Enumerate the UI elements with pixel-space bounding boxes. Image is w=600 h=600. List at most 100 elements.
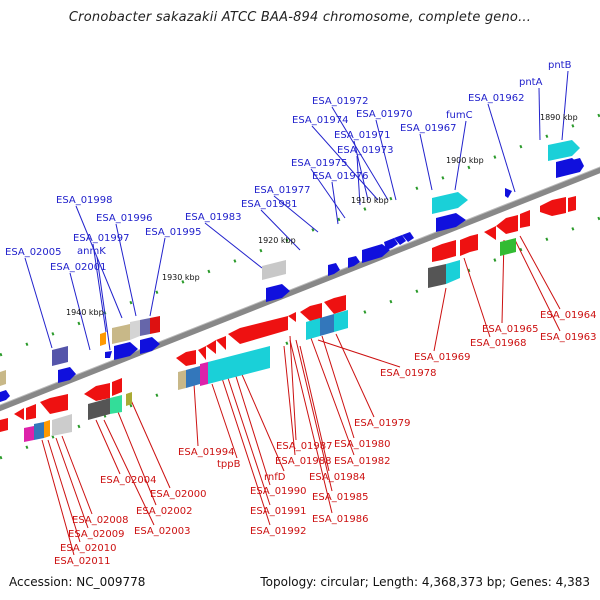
gene-label-bottom[interactable]: ESA_02011: [54, 556, 111, 567]
leader-line: [335, 333, 375, 418]
gene-label-bottom[interactable]: ESA_01978: [380, 368, 437, 379]
gene-arrow: [52, 346, 68, 366]
gene-label-top[interactable]: ESA_01974: [292, 115, 349, 126]
gene-label-bottom[interactable]: ESA_01986: [312, 514, 369, 525]
gene-label-bottom[interactable]: ESA_02003: [134, 526, 191, 537]
leader-line: [61, 435, 93, 515]
gene-arrow: [186, 366, 200, 388]
gene-label-bottom[interactable]: ESA_01964: [540, 310, 597, 321]
gene-label-top[interactable]: ESA_01998: [56, 195, 113, 206]
kbp-tick-labels: 1890 kbp 1900 kbp 1910 kbp 1920 kbp 1930 kbp…: [66, 113, 578, 317]
gene-label-top[interactable]: pntB: [548, 60, 572, 71]
gene-label-top[interactable]: ESA_01976: [312, 171, 369, 182]
gene-arrow: [288, 312, 296, 322]
leader-line: [311, 125, 379, 201]
gene-arrow: [88, 398, 110, 420]
gene-arrow: [0, 390, 10, 402]
gene-arrow: [208, 346, 270, 384]
gene-label-top[interactable]: ESA_01975: [291, 158, 348, 169]
gene-arrow: [198, 346, 206, 360]
gene-label-bottom[interactable]: ESA_01968: [470, 338, 527, 349]
gene-arrow: [176, 350, 196, 366]
gene-track-top: [0, 140, 584, 402]
gene-label-top[interactable]: ESA_01977: [254, 185, 311, 196]
gene-label-bottom[interactable]: ESA_01990: [250, 486, 307, 497]
leader-line: [433, 287, 447, 352]
gene-arrow: [320, 314, 334, 336]
gene-label-top[interactable]: ESA_01996: [96, 213, 153, 224]
gene-label-bottom[interactable]: ESA_01965: [482, 324, 539, 335]
leader-line: [260, 209, 301, 251]
gene-track-bottom: [0, 196, 576, 442]
leader-line: [419, 133, 433, 191]
leader-line: [487, 103, 516, 193]
gene-label-bottom[interactable]: ESA_02002: [136, 506, 193, 517]
gene-label-bottom[interactable]: rnfD: [264, 472, 286, 483]
gene-label-bottom[interactable]: ESA_01991: [250, 506, 307, 517]
gene-label-bottom[interactable]: ESA_01988: [275, 456, 332, 467]
leader-line: [75, 205, 123, 319]
bottom-leader-lines: [41, 235, 561, 556]
gene-label-top[interactable]: ESA_02001: [50, 262, 107, 273]
kbp-tick-label: 1930 kbp: [162, 273, 200, 282]
gene-label-top[interactable]: pntA: [519, 77, 543, 88]
leader-line: [307, 329, 355, 456]
gene-label-top[interactable]: ESA_01970: [356, 109, 413, 120]
gene-arrow: [428, 264, 446, 288]
gene-label-bottom[interactable]: tppB: [217, 459, 241, 470]
gene-arrow: [540, 197, 566, 216]
gene-label-top[interactable]: anmK: [77, 246, 106, 257]
leader-line: [219, 371, 271, 526]
kbp-tick-label: 1900 kbp: [446, 156, 484, 165]
gene-label-bottom[interactable]: ESA_02009: [68, 529, 125, 540]
top-gene-labels: pntB pntA ESA_01962 fumC ESA_01967 ESA_01970 E…: [5, 60, 572, 273]
gene-arrow: [266, 284, 290, 302]
leader-line: [115, 223, 137, 317]
gene-arrow: [394, 235, 406, 245]
gene-arrow: [130, 320, 140, 340]
gene-label-bottom[interactable]: ESA_02008: [72, 515, 129, 526]
leader-line: [331, 181, 339, 225]
gene-label-bottom[interactable]: ESA_01984: [309, 472, 366, 483]
gene-label-bottom[interactable]: ESA_01987: [276, 441, 333, 452]
gene-arrow: [200, 362, 208, 386]
top-leader-lines: [24, 70, 569, 351]
gene-label-bottom[interactable]: ESA_01980: [334, 439, 391, 450]
gene-label-bottom[interactable]: ESA_01979: [354, 418, 411, 429]
gene-label-bottom[interactable]: ESA_02010: [60, 543, 117, 554]
gene-label-top[interactable]: ESA_01983: [185, 212, 242, 223]
gene-arrow: [40, 394, 68, 414]
gene-arrow: [548, 140, 580, 161]
gene-label-top[interactable]: ESA_01971: [334, 130, 391, 141]
leader-line: [538, 87, 541, 141]
gene-label-bottom[interactable]: ESA_01982: [334, 456, 391, 467]
gene-arrow: [460, 234, 478, 256]
gene-label-top[interactable]: ESA_01972: [312, 96, 369, 107]
gene-label-bottom[interactable]: ESA_01992: [250, 526, 307, 537]
gene-label-bottom[interactable]: ESA_01985: [312, 492, 369, 503]
gene-label-top[interactable]: ESA_01995: [145, 227, 202, 238]
gene-label-top[interactable]: ESA_01981: [241, 199, 298, 210]
gene-arrow: [572, 158, 584, 174]
gene-label-top[interactable]: ESA_02005: [5, 247, 62, 258]
leader-line: [519, 235, 561, 310]
gene-arrow: [446, 260, 460, 284]
gene-label-bottom[interactable]: ESA_02000: [150, 489, 207, 500]
gene-label-top[interactable]: ESA_01962: [468, 93, 525, 104]
leader-line: [299, 345, 330, 472]
leader-line: [92, 243, 107, 333]
gene-arrow: [484, 226, 496, 240]
gene-label-top[interactable]: fumC: [446, 110, 473, 121]
kbp-tick-label: 1920 kbp: [258, 236, 296, 245]
gene-arrow: [496, 215, 518, 234]
gene-label-bottom[interactable]: ESA_01994: [178, 447, 235, 458]
gene-arrow: [52, 414, 72, 436]
gene-label-bottom[interactable]: ESA_01963: [540, 332, 597, 343]
gene-label-top[interactable]: ESA_01997: [73, 233, 130, 244]
gene-label-top[interactable]: ESA_01967: [400, 123, 457, 134]
leader-line: [41, 439, 75, 556]
gene-label-top[interactable]: ESA_01973: [337, 145, 394, 156]
gene-label-bottom[interactable]: ESA_01969: [414, 352, 471, 363]
gene-label-bottom[interactable]: ESA_02004: [100, 475, 157, 486]
